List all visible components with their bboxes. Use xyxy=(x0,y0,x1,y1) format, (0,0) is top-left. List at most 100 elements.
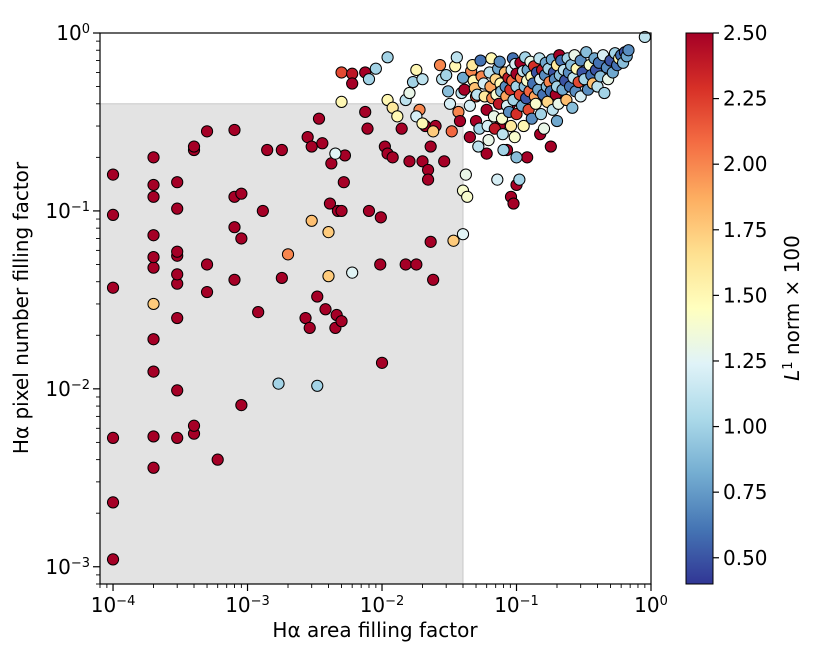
data-point xyxy=(147,333,160,346)
data-point xyxy=(311,379,324,392)
data-point xyxy=(106,496,120,509)
data-point xyxy=(171,245,184,258)
data-point xyxy=(106,208,120,221)
data-point xyxy=(252,305,265,319)
data-point xyxy=(369,62,382,75)
x-axis-label: Hα area filling factor xyxy=(272,618,478,642)
data-point xyxy=(335,204,348,218)
data-point xyxy=(443,97,457,110)
data-point xyxy=(235,232,248,245)
data-point xyxy=(403,86,416,100)
x-tick-label: 10−2 xyxy=(360,593,405,617)
data-point xyxy=(442,85,455,98)
colorbar-tick-label: 2.00 xyxy=(723,152,768,176)
data-point xyxy=(272,377,285,390)
data-point xyxy=(235,399,248,412)
data-point xyxy=(480,147,493,160)
data-point xyxy=(106,431,120,444)
colorbar-label-main: L xyxy=(780,370,804,381)
data-point xyxy=(416,117,429,130)
data-point xyxy=(391,110,404,123)
data-point xyxy=(147,297,160,311)
data-point xyxy=(472,140,485,153)
data-point xyxy=(507,197,520,210)
data-point xyxy=(461,190,474,203)
data-point xyxy=(497,143,510,157)
colorbar-label: L1 norm × 100 xyxy=(780,235,804,381)
data-point xyxy=(424,140,437,153)
data-point xyxy=(228,221,241,234)
colorbar-tick-label: 0.75 xyxy=(723,480,768,504)
data-point xyxy=(427,273,440,286)
x-tick-label: 10−4 xyxy=(91,593,136,617)
data-point xyxy=(359,105,372,119)
data-point xyxy=(508,130,521,144)
data-point xyxy=(496,128,509,141)
data-point xyxy=(323,197,337,210)
data-point xyxy=(305,140,318,153)
data-point xyxy=(275,143,288,157)
data-point xyxy=(491,173,504,186)
data-point xyxy=(395,122,408,135)
x-tick-label: 10−3 xyxy=(225,593,270,617)
data-point xyxy=(550,114,564,128)
data-point xyxy=(171,202,184,215)
data-point xyxy=(453,114,467,128)
data-point xyxy=(235,187,248,200)
data-point xyxy=(421,173,435,186)
data-point xyxy=(374,258,387,271)
data-point xyxy=(228,123,241,137)
data-point xyxy=(147,365,160,378)
data-point xyxy=(147,229,160,242)
data-point xyxy=(147,461,160,474)
data-point xyxy=(440,68,453,82)
data-point xyxy=(521,151,534,164)
data-point xyxy=(513,173,526,186)
data-point xyxy=(147,151,160,164)
data-point xyxy=(433,59,447,72)
data-point xyxy=(493,55,506,68)
data-point xyxy=(361,122,374,135)
data-point xyxy=(256,204,269,218)
data-point xyxy=(322,226,335,239)
data-point xyxy=(147,251,160,264)
data-point xyxy=(335,66,348,79)
data-point xyxy=(319,303,332,316)
data-point xyxy=(335,315,348,328)
data-point xyxy=(504,119,518,133)
data-point xyxy=(438,155,451,168)
data-point xyxy=(147,190,160,203)
data-point xyxy=(147,178,160,192)
data-point xyxy=(529,97,542,110)
data-point xyxy=(517,119,530,133)
colorbar-ticks: 0.50 0.75 1.00 1.25 1.50 1.75 2.00 2.25 2.50 xyxy=(713,21,768,570)
y-tick-label: 10−3 xyxy=(45,555,90,579)
data-point xyxy=(346,266,359,279)
y-tick-label: 10−1 xyxy=(45,199,90,223)
data-point xyxy=(171,384,184,397)
data-point xyxy=(410,258,423,271)
data-point xyxy=(381,51,394,64)
data-point xyxy=(445,125,458,138)
data-point xyxy=(171,268,184,281)
data-point xyxy=(200,285,214,299)
colorbar-tick-label: 1.50 xyxy=(723,283,768,307)
data-point xyxy=(322,270,335,283)
data-point xyxy=(147,261,160,274)
data-point xyxy=(427,125,440,138)
data-point xyxy=(580,46,593,59)
data-point xyxy=(362,73,376,86)
y-tick-label: 10−2 xyxy=(45,377,90,401)
data-point xyxy=(171,311,184,325)
data-point xyxy=(337,176,350,189)
colorbar-tick-label: 2.50 xyxy=(723,21,768,45)
data-point xyxy=(482,134,495,147)
data-point xyxy=(329,147,342,160)
data-point xyxy=(171,176,184,189)
x-tick-label: 100 xyxy=(634,593,668,617)
data-point xyxy=(463,99,476,112)
data-point xyxy=(261,143,274,157)
data-point xyxy=(403,155,416,168)
data-point xyxy=(375,356,389,369)
